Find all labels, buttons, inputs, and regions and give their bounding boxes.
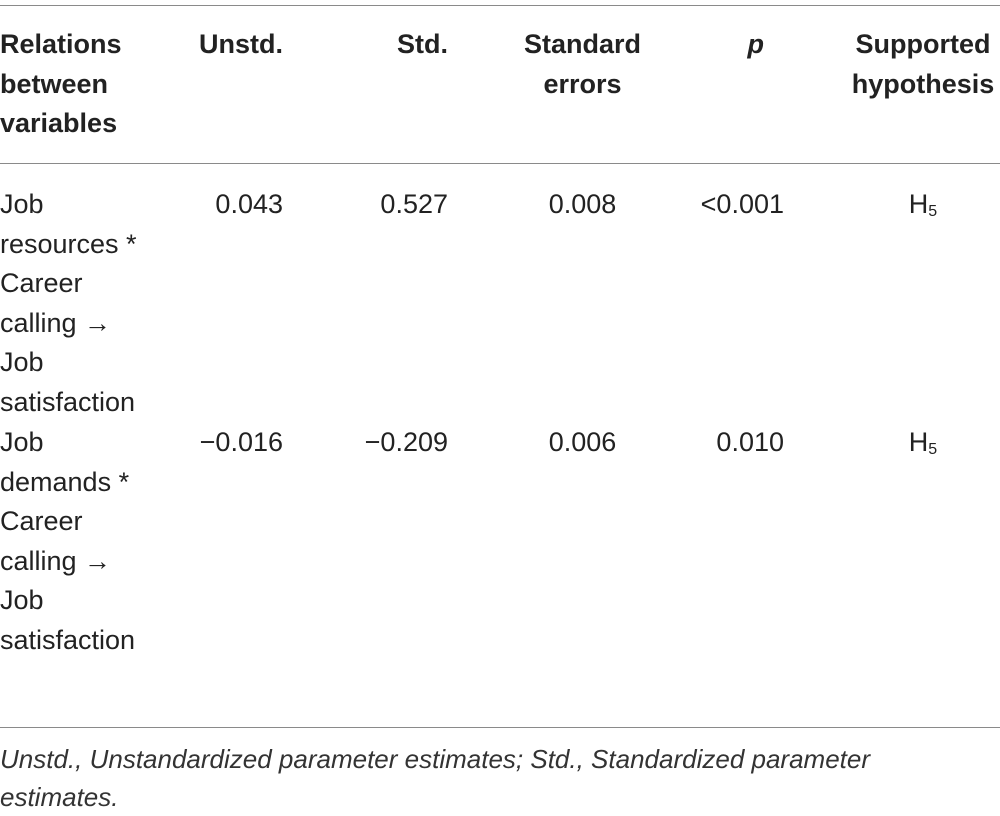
cell-relation: Job resources * Career calling → Job sat… [0, 189, 137, 417]
table-rule-bottom [0, 727, 1000, 728]
cell-p: <0.001 [700, 189, 784, 219]
cell-p: 0.010 [716, 427, 784, 457]
hypothesis-subscript: 5 [928, 203, 938, 220]
cell-unstd: 0.043 [215, 189, 283, 219]
hypothesis-letter: H [908, 427, 929, 457]
cell-se: 0.006 [548, 427, 617, 457]
cell-hypothesis: H5 [838, 423, 1000, 463]
header-standard-errors: Standard errors [523, 29, 642, 99]
cell-unstd: −0.016 [199, 427, 283, 457]
table-rule-mid [0, 163, 1000, 164]
header-std: Std. [397, 29, 448, 59]
cell-std: 0.527 [380, 189, 448, 219]
header-unstd: Unstd. [199, 29, 283, 59]
header-p: p [747, 29, 765, 59]
hypothesis-subscript: 5 [928, 441, 938, 458]
table-footnote: Unstd., Unstandardized parameter estimat… [0, 744, 870, 812]
cell-hypothesis: H5 [838, 185, 1000, 225]
table-rule-top [0, 5, 1000, 6]
cell-relation: Job demands * Career calling → Job satis… [0, 427, 136, 655]
hypothesis-letter: H [908, 189, 929, 219]
cell-se: 0.008 [548, 189, 617, 219]
header-supported-hypothesis: Supported hypothesis [851, 29, 995, 99]
header-relations: Relations between variables [0, 29, 122, 139]
cell-std: −0.209 [364, 427, 448, 457]
